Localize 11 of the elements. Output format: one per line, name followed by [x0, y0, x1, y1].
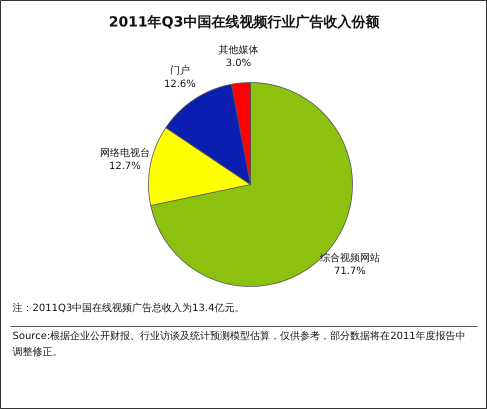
data-label: 71.7% [334, 266, 366, 278]
data-label: 12.7% [108, 161, 141, 172]
slice-label: 门户 [170, 64, 190, 77]
text: 注：2011Q3中国在线视频广告总收入为13.4亿元。 [12, 302, 244, 314]
source-note: Source:根据企业公开财报、行业访谈及统计预测模型估算，仅供参考，部分数据将在2011年度报告中调整修正。 [12, 330, 466, 358]
slice-label: 网络电视台 [100, 147, 150, 160]
data-label: 3.0% [226, 58, 252, 70]
slice-label: 其他媒体 [218, 44, 258, 56]
chart-title: 2011年Q3中国在线视频行业广告收入份额 [108, 14, 380, 30]
data-label: 12.6% [164, 78, 196, 90]
slice-label: 综合视频网站 [320, 252, 380, 264]
